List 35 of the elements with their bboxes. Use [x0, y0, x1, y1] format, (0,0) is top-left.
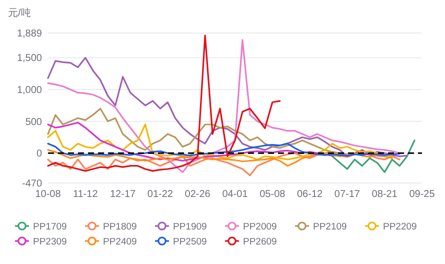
line-series	[47, 149, 393, 167]
line-series	[47, 56, 408, 158]
x-tick-label: 02-26	[184, 189, 211, 200]
legend-label: PP2109	[313, 222, 347, 232]
x-tick-label: 08-21	[372, 189, 398, 200]
y-tick-label: 1,000	[16, 85, 42, 96]
line-series	[47, 39, 400, 173]
legend-label: PP2009	[243, 222, 277, 232]
line-series	[47, 34, 281, 172]
y-tick-label: 500	[25, 116, 42, 128]
legend-label: PP2309	[33, 236, 67, 248]
x-tick-label: 04-01	[222, 189, 248, 200]
legend-label: PP1809	[103, 222, 137, 232]
legend-label: PP2409	[103, 236, 137, 248]
y-tick-label: 1,500	[16, 53, 42, 64]
x-tick-label: 07-17	[334, 189, 360, 200]
y-axis-title: 元/吨	[8, 7, 31, 19]
line-series	[47, 142, 400, 156]
legend-label: PP1909	[173, 222, 207, 232]
x-tick-label: 10-08	[35, 189, 62, 200]
line-series	[331, 140, 416, 173]
y-tick-label: 0	[36, 148, 42, 160]
line-series	[47, 151, 400, 176]
x-tick-label: 01-22	[147, 189, 174, 200]
x-tick-label: 09-25	[409, 189, 436, 200]
x-tick-label: 05-08	[260, 189, 286, 200]
legend-label: PP2509	[173, 236, 207, 248]
x-tick-label: 06-12	[297, 189, 324, 200]
legend-label: PP1709	[33, 222, 67, 232]
legend-label: PP2609	[243, 236, 277, 248]
x-tick-label: 11-12	[72, 189, 98, 200]
y-tick-label: -470	[22, 178, 42, 190]
legend-label: PP2209	[383, 222, 417, 232]
y-tick-label: 1,889	[16, 28, 42, 40]
x-tick-label: 12-17	[110, 189, 136, 200]
